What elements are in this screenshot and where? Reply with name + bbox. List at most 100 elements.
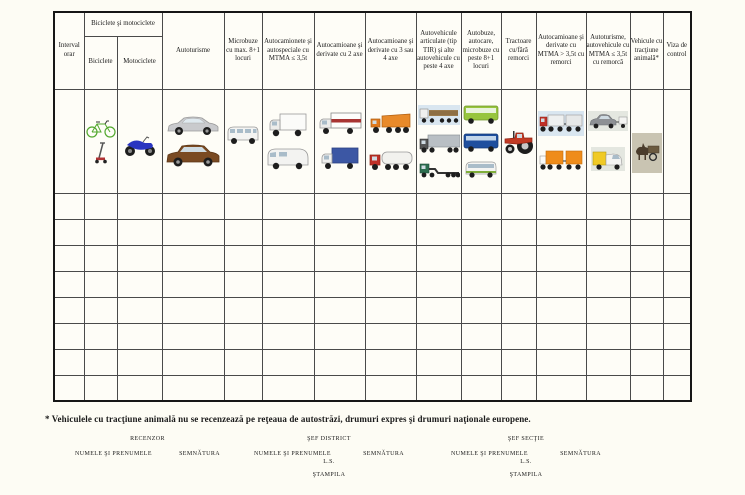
autoturisme-picture-cell <box>161 88 225 194</box>
vehicle-pictures-row <box>53 88 692 194</box>
footnote-text: * Vehiculele cu tracţiune animală nu se … <box>45 414 531 424</box>
empty-data-cell <box>662 322 692 350</box>
empty-data-cell <box>83 374 118 402</box>
header-viza-de-control: Viza de control <box>662 11 692 90</box>
large-minibus-icon <box>465 161 497 178</box>
sedan-car-icon <box>167 116 219 135</box>
truck-with-trailer-icon <box>538 111 585 136</box>
empty-data-row <box>53 348 692 376</box>
empty-data-cell <box>116 244 163 272</box>
empty-data-cell <box>460 270 502 298</box>
empty-data-cell <box>535 348 587 376</box>
box-truck-2-axle-icon <box>319 112 361 134</box>
autocamioane-2-axe-picture-cell <box>313 88 366 194</box>
sef-sectie-ls-label: L.S. <box>520 459 532 465</box>
empty-data-cell <box>629 218 664 246</box>
empty-data-cell <box>313 348 366 376</box>
empty-data-cell <box>500 192 537 220</box>
empty-data-cell <box>415 374 462 402</box>
signature-block-recenzor: RECENZOR NUMELE ŞI PRENUMELE SEMNĂTURA <box>75 436 220 457</box>
interval-orar-picture-cell <box>53 88 85 194</box>
empty-data-cell <box>460 244 502 272</box>
empty-data-row <box>53 192 692 220</box>
empty-data-cell <box>460 322 502 350</box>
signature-block-sef-sectie: ŞEF SECŢIE NUMELE ŞI PRENUMELE SEMNĂTURA… <box>451 436 601 478</box>
empty-data-cell <box>364 322 417 350</box>
empty-data-cell <box>261 218 315 246</box>
empty-data-cell <box>313 244 366 272</box>
empty-data-cell <box>629 374 664 402</box>
motociclete-picture-cell <box>116 88 163 194</box>
empty-data-cell <box>116 218 163 246</box>
empty-data-cell <box>585 244 631 272</box>
low-loader-truck-icon <box>419 163 460 177</box>
empty-data-row <box>53 374 692 402</box>
autocamioane-3-4-axe-picture-cell <box>364 88 417 194</box>
header-row-2: Biciclete Motociclete <box>54 35 691 90</box>
tractoare-picture-cell <box>500 88 537 194</box>
sef-sectie-stamp-label: ŞTAMPILA <box>509 472 543 478</box>
empty-data-cell <box>415 348 462 376</box>
car-with-trailer-icon <box>588 111 629 131</box>
empty-data-cell <box>223 192 263 220</box>
header-motociclete: Motociclete <box>116 35 163 90</box>
empty-data-cell <box>116 192 163 220</box>
biciclete-picture-cell <box>83 88 118 194</box>
dump-truck-icon <box>370 113 410 133</box>
empty-data-cell <box>261 348 315 376</box>
empty-data-cell <box>223 244 263 272</box>
empty-data-cell <box>364 244 417 272</box>
empty-data-cell <box>53 322 85 350</box>
empty-data-cell <box>662 192 692 220</box>
bicycle-icon <box>85 120 116 138</box>
empty-data-cell <box>460 296 502 324</box>
empty-data-cell <box>415 296 462 324</box>
empty-data-cell <box>500 244 537 272</box>
header-autocamionete: Autocamionete şi autospeciale cu MTMA ≤ … <box>261 11 315 90</box>
empty-data-cell <box>364 374 417 402</box>
empty-data-cell <box>662 270 692 298</box>
table-body <box>53 88 692 194</box>
tarpaulin-truck-icon <box>321 147 358 169</box>
empty-data-cell <box>313 296 366 324</box>
empty-data-cell <box>535 374 587 402</box>
empty-data-cell <box>223 296 263 324</box>
coach-bus-icon <box>463 133 499 152</box>
autobuze-picture-cell <box>460 88 502 194</box>
header-microbuze: Microbuze cu max. 8+1 locuri <box>223 11 263 90</box>
empty-data-cell <box>313 374 366 402</box>
sef-sectie-title: ŞEF SECŢIE <box>507 436 545 442</box>
motorcycle-icon <box>124 136 155 156</box>
minibus-icon <box>227 126 259 144</box>
sef-district-title: ŞEF DISTRICT <box>307 436 351 442</box>
empty-data-cell <box>116 322 163 350</box>
empty-data-cell <box>460 348 502 376</box>
empty-data-cell <box>161 192 225 220</box>
empty-data-cell <box>53 374 85 402</box>
empty-data-cell <box>500 348 537 376</box>
empty-data-cell <box>535 192 587 220</box>
empty-data-cell <box>629 348 664 376</box>
empty-data-cell <box>261 270 315 298</box>
empty-data-cell <box>364 296 417 324</box>
empty-data-cell <box>415 244 462 272</box>
empty-data-cell <box>415 218 462 246</box>
empty-data-cell <box>629 296 664 324</box>
header-autocamioane-cu-remorci: Autocamioane şi derivate cu MTMA > 3,5t … <box>535 11 587 90</box>
empty-data-cell <box>223 348 263 376</box>
horse-cart-icon <box>631 133 662 173</box>
cargo-van-icon <box>267 148 309 169</box>
header-vehicule-tractiune-animala: Vehicule cu tracţiune animală* <box>629 11 664 90</box>
empty-data-cell <box>662 244 692 272</box>
empty-data-cell <box>83 322 118 350</box>
empty-data-cell <box>535 296 587 324</box>
empty-data-cell <box>83 244 118 272</box>
empty-data-cell <box>629 244 664 272</box>
empty-data-cell <box>116 374 163 402</box>
empty-data-cell <box>662 374 692 402</box>
header-group-biciclete-motociclete: Biciclete şi motociclete <box>83 11 163 37</box>
empty-data-cell <box>500 218 537 246</box>
empty-data-cell <box>161 244 225 272</box>
kick-scooter-icon <box>94 142 107 164</box>
